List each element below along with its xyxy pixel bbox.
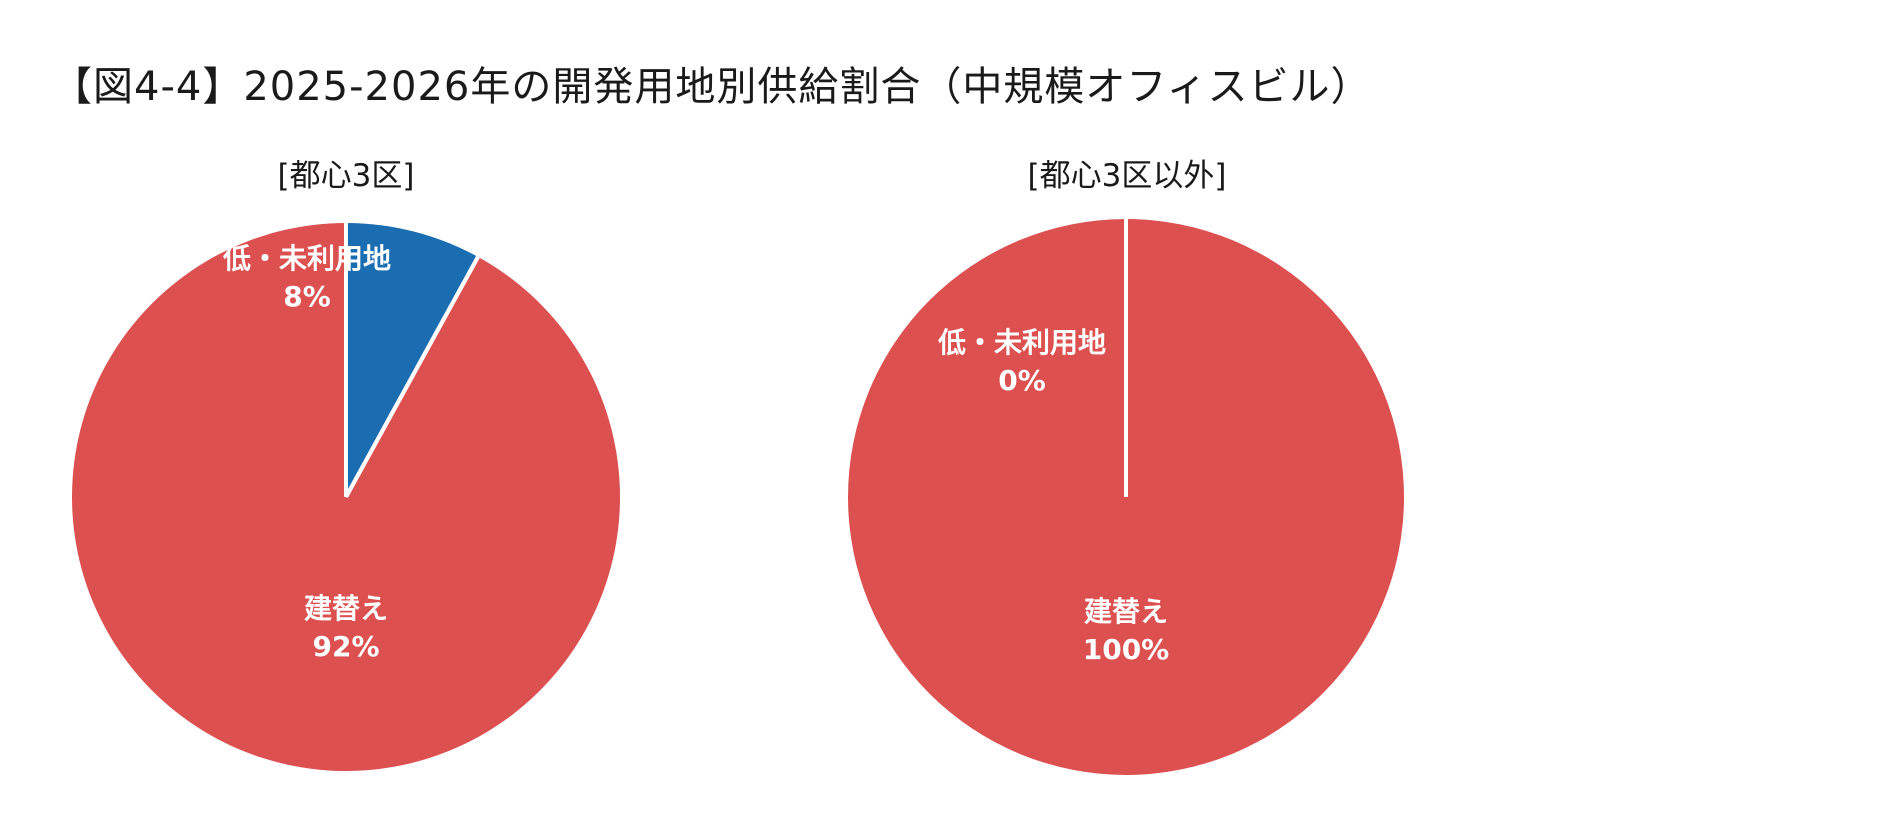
slice-value-vacant-land: 0% (998, 364, 1046, 397)
slice-value-vacant-land: 8% (283, 280, 331, 313)
slice-label-vacant-land: 低・未利用地 (222, 242, 391, 275)
slice-label-vacant-land: 低・未利用地 (937, 326, 1106, 359)
figure-title: 【図4-4】2025-2026年の開発用地別供給割合（中規模オフィスビル） (52, 64, 1372, 110)
pie-1: 建替え 92% 低・未利用地 8% (71, 222, 620, 771)
slice-divider (344, 255, 480, 498)
slice-vacant-land (346, 223, 479, 497)
slice-label-rebuild: 建替え (1084, 595, 1168, 628)
slice-value-rebuild: 100% (1083, 633, 1170, 666)
slice-label-rebuild: 建替え (304, 592, 388, 625)
slice-value-rebuild: 92% (312, 630, 379, 663)
chart-title-central-3-wards: [都心3区] (277, 158, 415, 194)
chart-title-outside-central-3-wards: [都心3区以外] (1027, 158, 1227, 194)
pie-2: 建替え 100% 低・未利用地 0% (848, 219, 1404, 775)
